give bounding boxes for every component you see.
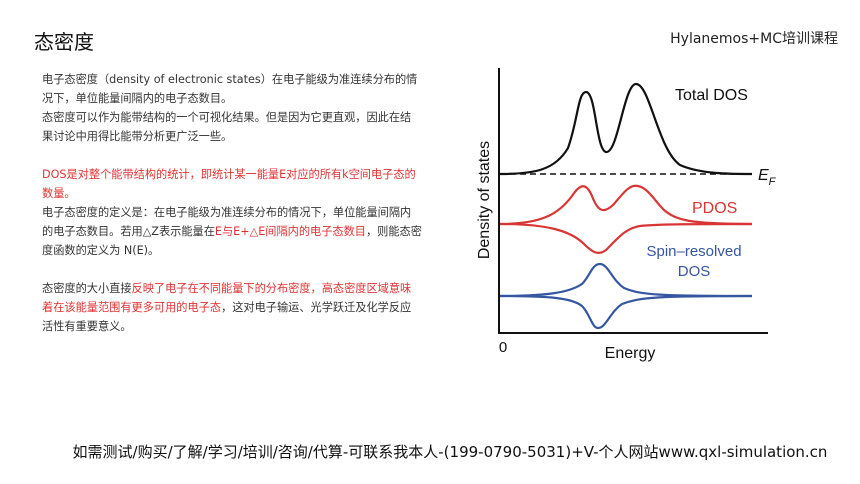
spin-label-line2: DOS [678,263,711,280]
explanation-text: 电子态密度（density of electronic states）在电子能级… [42,70,422,336]
dos-definition-highlight: E与E+△E间隔内的电子态数目 [214,225,366,238]
spin-up-curve [499,262,753,298]
pdos-label: PDOS [692,200,737,217]
significance-suffix: ，这对电子输运、光学跃迁及化学反应活性有重要意义。 [42,301,412,333]
y-axis-label: Density of states [476,141,493,259]
significance-highlight: 反映了电子在不同能量下的分布密度，高态密度区域意味着在该能量范围有更多可用的电子… [42,282,412,314]
visualization-paragraph: 态密度可以作为能带结构的一个可视化结果。但是因为它更直观，因此在结果讨论中用得比… [42,111,412,143]
spin-label-line1: Spin–resolved [646,243,741,260]
fermi-level-label: EF [758,167,777,188]
pdos-curve [499,184,753,226]
page-title: 态密度 [34,30,94,54]
total-dos-label: Total DOS [675,87,748,104]
x-axis-label: Energy [605,345,656,362]
ef-subscript: F [769,176,777,188]
dos-definition-prefix: 电子态密度的定义是：在电子能级为准连续分布的情况下，单位能量间隔内的电子态数目。… [42,206,412,238]
footer-text: 如需测试/购买/了解/学习/培训/咨询/代算-可联系我本人-(199-0790-… [72,443,828,461]
dos-statistics-paragraph: DOS是对整个能带结构的统计，即统计某一能量E对应的所有k空间电子态的数量。 [42,168,416,200]
course-title: Hylanemos+MC培训课程 [670,31,838,47]
spin-down-curve [499,294,753,330]
dos-definition-suffix: ，则能态密度函数的定义为 N(E)。 [42,225,422,257]
pdos-lower-curve [499,222,753,254]
dos-definition-paragraph: 电子态密度的定义是：在电子能级为准连续分布的情况下，单位能量间隔内的电子态数目。… [42,203,422,260]
total-dos-curve [499,82,753,176]
dos-significance-paragraph: 态密度的大小直接反映了电子在不同能量下的分布密度，高态密度区域意味着在该能量范围… [42,279,422,336]
significance-prefix: 态密度的大小直接 [42,282,132,295]
definition-paragraph: 电子态密度（density of electronic states）在电子能级… [42,73,418,105]
origin-label: 0 [499,339,507,356]
contact-footer: 如需测试/购买/了解/学习/培训/咨询/代算-可联系我本人-(199-0790-… [0,441,860,462]
ef-label: E [758,167,769,184]
